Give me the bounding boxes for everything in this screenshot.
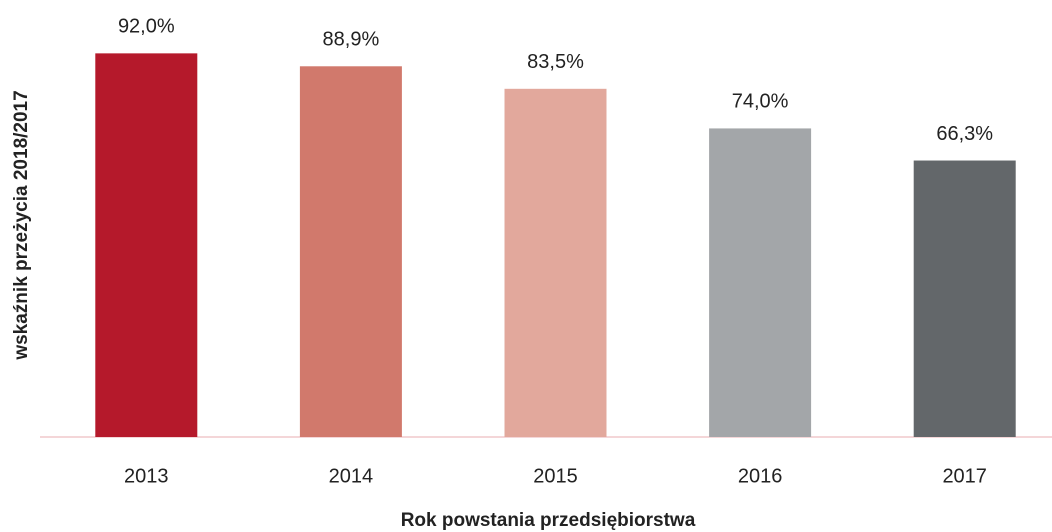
data-label: 66,3% xyxy=(936,123,993,145)
data-label: 74,0% xyxy=(732,91,789,113)
bar xyxy=(709,128,812,438)
x-tick-label: 2015 xyxy=(533,465,578,487)
x-axis-title: Rok powstania przedsiębiorstwa xyxy=(401,510,696,531)
x-tick-label: 2016 xyxy=(738,465,783,487)
x-tick-label: 2017 xyxy=(942,465,987,487)
data-label: 92,0% xyxy=(118,16,175,38)
bar xyxy=(504,88,607,438)
bar xyxy=(95,53,198,438)
x-tick-label: 2014 xyxy=(329,465,374,487)
bar xyxy=(299,66,402,438)
x-tick-label: 2013 xyxy=(124,465,169,487)
data-label: 88,9% xyxy=(323,29,380,51)
bar xyxy=(913,160,1016,438)
y-axis-title: wskaźnik przeżycia 2018/2017 xyxy=(11,90,32,360)
data-label: 83,5% xyxy=(527,51,584,73)
